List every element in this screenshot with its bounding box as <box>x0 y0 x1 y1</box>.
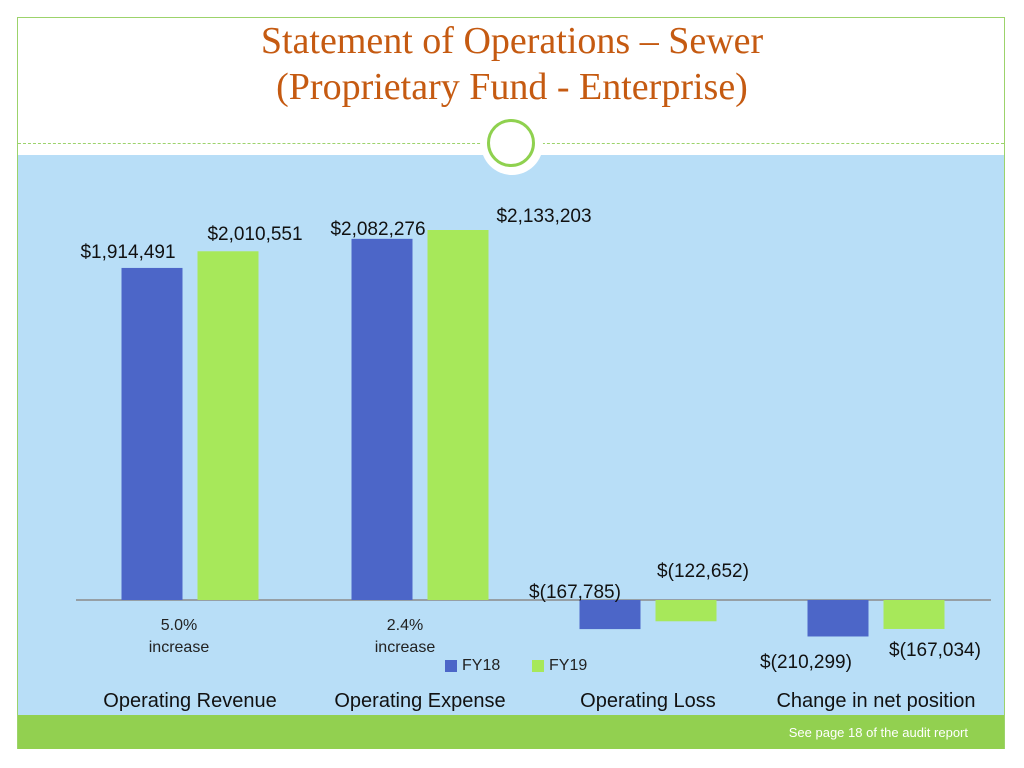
data-label-fy18-operating-revenue: $1,914,491 <box>80 242 175 263</box>
footer-band <box>18 715 1004 749</box>
data-label-fy19-operating-loss: $(122,652) <box>657 561 749 582</box>
title-line-2: (Proprietary Fund - Enterprise) <box>276 66 748 108</box>
revenue-change-percent: 5.0% <box>160 617 198 634</box>
bar-fy18-operating-expense <box>351 238 413 600</box>
bar-fy19-operating-loss <box>655 600 717 622</box>
bar-fy18-change-in-net-position <box>807 600 869 637</box>
bar-fy18-operating-revenue <box>121 267 183 600</box>
legend-item-fy19: FY19 <box>532 657 587 675</box>
expense-change-note: 2.4% increase <box>345 615 465 659</box>
legend-swatch-fy19 <box>532 660 544 672</box>
data-label-fy18-change-in-net-position: $(210,299) <box>760 652 852 673</box>
legend-label-fy18: FY18 <box>462 657 501 674</box>
category-label-operating-loss: Operating Loss <box>580 690 716 712</box>
revenue-change-word: increase <box>148 639 210 656</box>
data-label-fy18-operating-expense: $2,082,276 <box>330 219 425 240</box>
expense-change-percent: 2.4% <box>386 617 424 634</box>
footer-note: See page 18 of the audit report <box>788 725 968 740</box>
legend-label-fy19: FY19 <box>549 657 588 674</box>
bar-fy19-change-in-net-position <box>883 600 945 629</box>
data-label-fy19-change-in-net-position: $(167,034) <box>889 640 981 661</box>
expense-change-word: increase <box>374 639 436 656</box>
bar-fy19-operating-expense <box>427 230 489 600</box>
bar-fy18-operating-loss <box>579 600 641 630</box>
bar-fy19-operating-revenue <box>197 251 259 601</box>
legend-item-fy18: FY18 <box>445 657 500 675</box>
data-label-fy19-operating-revenue: $2,010,551 <box>207 224 302 245</box>
ring-icon <box>487 119 535 167</box>
category-label-operating-expense: Operating Expense <box>334 690 505 712</box>
category-label-operating-revenue: Operating Revenue <box>103 690 276 712</box>
revenue-change-note: 5.0% increase <box>119 615 239 659</box>
data-label-fy19-operating-expense: $2,133,203 <box>496 206 591 227</box>
legend-swatch-fy18 <box>445 660 457 672</box>
category-label-change-in-net-position: Change in net position <box>776 690 975 712</box>
title-line-1: Statement of Operations – Sewer <box>260 20 764 62</box>
data-label-fy18-operating-loss: $(167,785) <box>529 582 621 603</box>
slide-title: Statement of Operations – Sewer (Proprie… <box>0 18 1024 110</box>
